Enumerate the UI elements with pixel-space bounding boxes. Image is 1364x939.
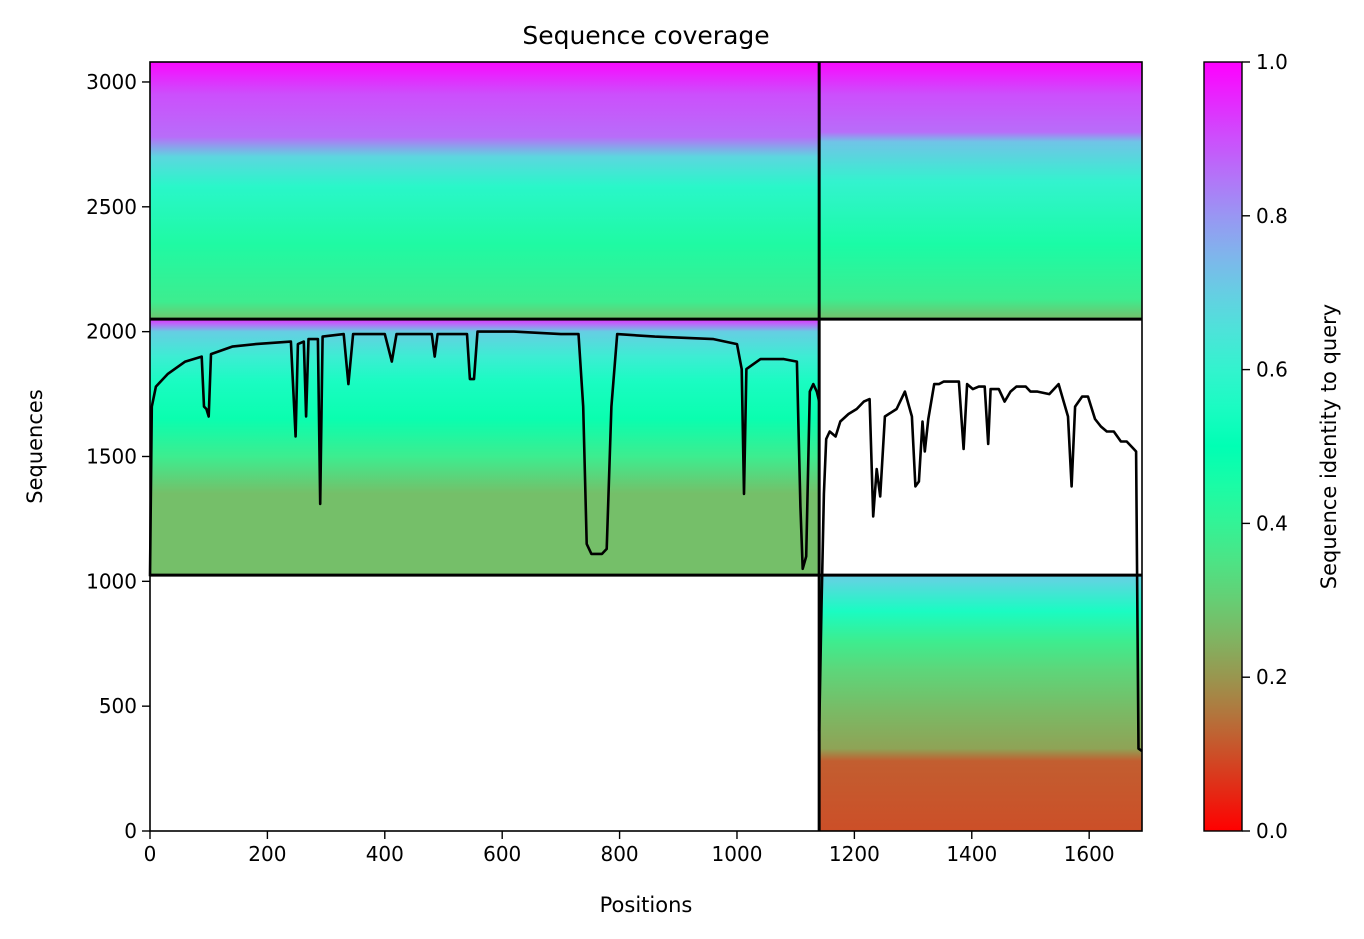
colorbar-tick-label: 0.6 [1256,358,1288,382]
chart-title: Sequence coverage [522,21,769,50]
colorbar-tick-label: 0.2 [1256,665,1288,689]
colorbar-axis: 0.0 0.2 0.4 0.6 0.8 1.0 [1242,50,1288,843]
x-tick-label: 1600 [1064,842,1115,866]
x-axis-label: Positions [600,893,693,917]
coverage-block-3 [819,575,1142,831]
colorbar-tick-label: 1.0 [1256,50,1288,74]
colorbar-tick-label: 0.4 [1256,511,1288,535]
x-tick-label: 0 [144,842,157,866]
colorbar-tick-label: 0.8 [1256,204,1288,228]
colorbar-tick-label: 0.0 [1256,819,1288,843]
coverage-line-1 [817,380,1143,753]
plot-frame [149,61,1143,832]
x-tick-label: 1400 [946,842,997,866]
x-tick-label: 200 [248,842,286,866]
x-tick-label: 600 [483,842,521,866]
x-tick-label: 1000 [712,842,763,866]
coverage-line-0 [148,330,821,577]
x-tick-label: 1200 [829,842,880,866]
y-axis: 0 500 1000 1500 2000 2500 3000 [86,70,150,843]
coverage-lines [148,330,1143,753]
colorbar-label: Sequence identity to query [1317,304,1341,589]
y-tick-label: 3000 [86,70,137,94]
x-axis: 0 200 400 600 800 1000 1200 1400 1600 [144,831,1115,866]
colorbar-bar [1203,61,1243,832]
y-tick-label: 1000 [86,569,137,593]
y-tick-label: 2000 [86,320,137,344]
x-tick-label: 800 [600,842,638,866]
y-tick-label: 500 [99,694,137,718]
coverage-block-1 [819,62,1142,320]
y-axis-label: Sequences [23,389,47,504]
y-tick-label: 0 [124,819,137,843]
coverage-block-2 [150,319,820,576]
y-tick-label: 1500 [86,444,137,468]
coverage-block-0 [150,62,820,320]
y-tick-label: 2500 [86,195,137,219]
coverage-blocks [150,62,1142,831]
x-tick-label: 400 [366,842,404,866]
